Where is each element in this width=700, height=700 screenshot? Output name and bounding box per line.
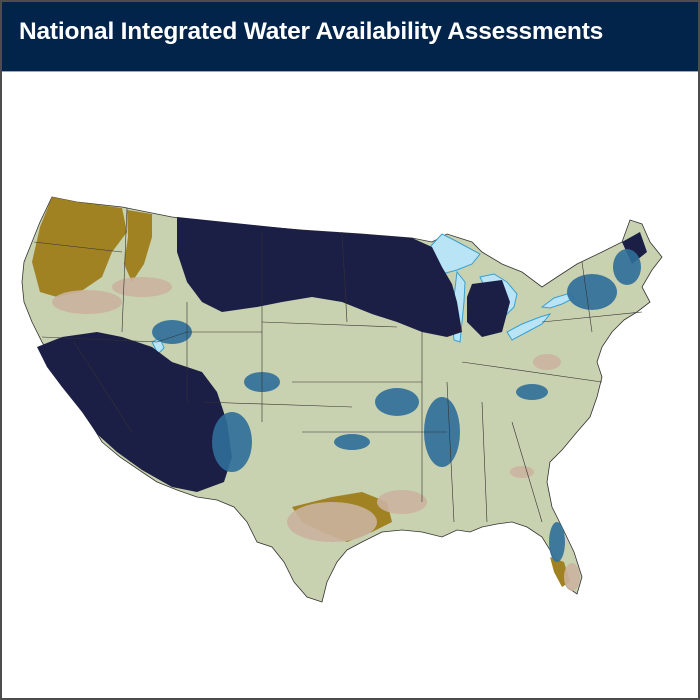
tan-regions <box>52 277 580 591</box>
us-water-availability-map <box>2 72 698 698</box>
page-title: National Integrated Water Availability A… <box>19 18 604 45</box>
dark-regions <box>37 217 647 492</box>
state-boundaries <box>33 207 643 523</box>
title-banner: National Integrated Water Availability A… <box>2 2 698 72</box>
